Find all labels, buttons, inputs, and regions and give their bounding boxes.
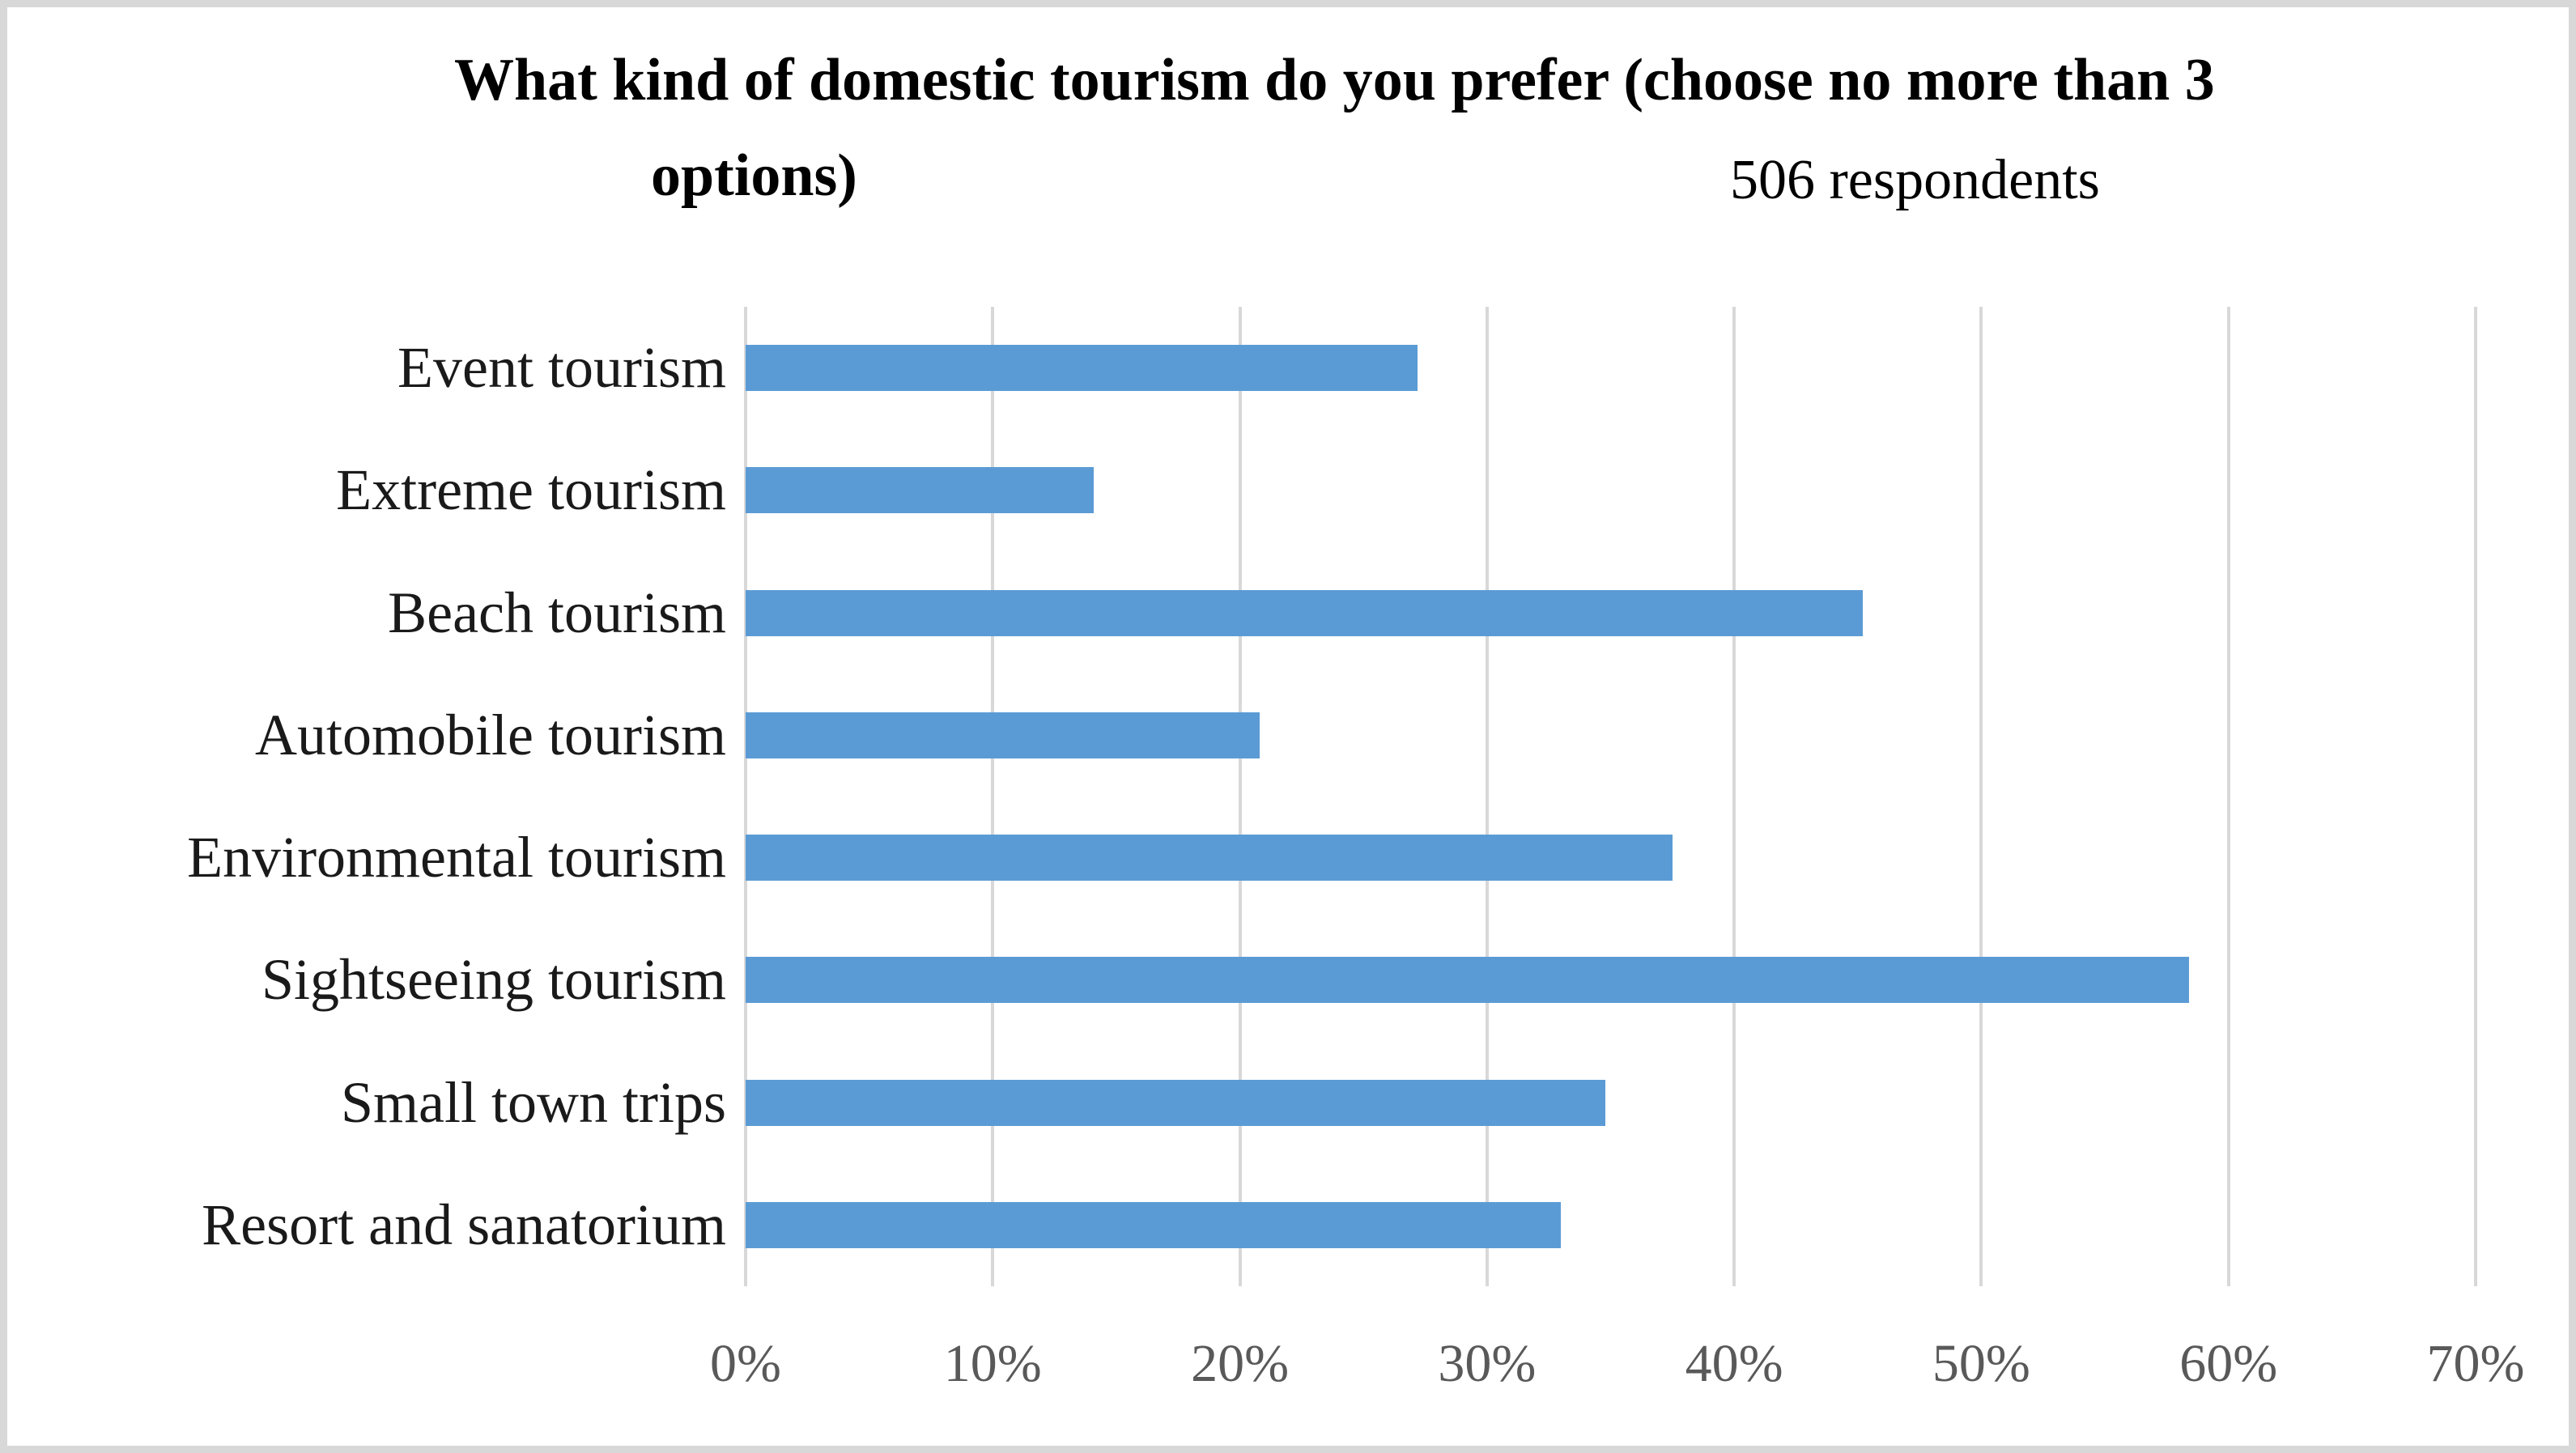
- bar-sightseeing-tourism: [746, 957, 2189, 1004]
- value-axis-tick-labels: 0% 10% 20% 30% 40% 50% 60% 70%: [710, 1333, 2524, 1430]
- bar-beach-tourism: [746, 589, 1863, 636]
- bar-row-resort-and-sanatorium: [746, 1164, 2476, 1286]
- bar-row-extreme-tourism: [746, 429, 2476, 551]
- gridline-20: [1238, 307, 1242, 1286]
- category-label-sightseeing-tourism: Sightseeing tourism: [261, 947, 726, 1013]
- x-tick-label-60: 60%: [2179, 1334, 2278, 1393]
- bar-event-tourism: [746, 345, 1418, 392]
- gridline-70: [2474, 307, 2477, 1286]
- plot-area: [744, 307, 2477, 1286]
- gridline-10: [991, 307, 995, 1286]
- bar-row-automobile-tourism: [746, 674, 2476, 797]
- category-label-environmental-tourism: Environmental tourism: [187, 825, 726, 890]
- category-label-resort-and-sanatorium: Resort and sanatorium: [202, 1192, 726, 1257]
- chart-title-line2: options): [651, 142, 857, 209]
- bar-small-town-trips: [746, 1079, 1606, 1126]
- bar-resort-and-sanatorium: [746, 1201, 1562, 1248]
- gridline-0: [744, 307, 747, 1286]
- category-label-small-town-trips: Small town trips: [340, 1069, 726, 1135]
- bar-row-beach-tourism: [746, 552, 2476, 674]
- category-axis-labels: Event tourism Extreme tourism Beach touris…: [7, 307, 726, 1286]
- gridline-30: [1485, 307, 1489, 1286]
- category-label-event-tourism: Event tourism: [397, 335, 726, 401]
- bar-automobile-tourism: [746, 712, 1260, 758]
- category-label-automobile-tourism: Automobile tourism: [255, 702, 726, 767]
- bar-environmental-tourism: [746, 835, 1673, 882]
- x-tick-label-20: 20%: [1191, 1334, 1290, 1393]
- x-tick-label-70: 70%: [2426, 1334, 2525, 1393]
- chart-title-line1: What kind of domestic tourism do you pre…: [454, 47, 2215, 113]
- x-tick-label-0: 0%: [710, 1334, 781, 1393]
- chart-subtitle-respondents: 506 respondents: [1730, 149, 2100, 211]
- bar-extreme-tourism: [746, 467, 1095, 514]
- x-tick-label-10: 10%: [943, 1334, 1042, 1393]
- gridline-50: [1979, 307, 1983, 1286]
- gridline-60: [2226, 307, 2230, 1286]
- bar-row-environmental-tourism: [746, 797, 2476, 919]
- bar-row-small-town-trips: [746, 1042, 2476, 1164]
- category-label-beach-tourism: Beach tourism: [388, 580, 726, 645]
- x-tick-label-50: 50%: [1932, 1334, 2030, 1393]
- gridline-40: [1732, 307, 1736, 1286]
- bar-row-event-tourism: [746, 307, 2476, 429]
- x-tick-label-30: 30%: [1438, 1334, 1537, 1393]
- x-tick-label-40: 40%: [1685, 1334, 1783, 1393]
- bars-layer: [746, 307, 2476, 1286]
- category-label-extreme-tourism: Extreme tourism: [336, 457, 726, 523]
- bar-row-sightseeing-tourism: [746, 919, 2476, 1041]
